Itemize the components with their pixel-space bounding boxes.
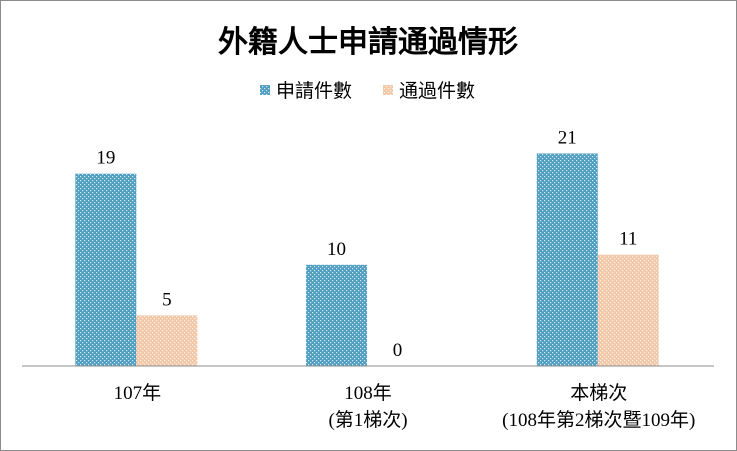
category-label-1-line-1: (第1梯次) — [328, 409, 407, 431]
legend-label-applications: 申請件數 — [276, 80, 352, 102]
category-label-2-line-1: (108年第2梯次暨109年) — [502, 409, 695, 431]
category-label-1-line-0: 108年 — [344, 382, 392, 404]
legend: 申請件數 通過件數 — [260, 80, 475, 102]
bars-layer — [75, 153, 659, 366]
legend-swatch-applications — [260, 85, 270, 95]
value-labels-layer: 19 5 10 0 21 11 — [96, 127, 637, 361]
legend-label-approvals: 通過件數 — [399, 80, 475, 102]
category-label-0-line-0: 107年 — [114, 382, 162, 404]
value-label-approvals-1: 0 — [393, 340, 403, 361]
value-label-applications-1: 10 — [327, 239, 346, 260]
bar-approvals-2 — [597, 254, 659, 366]
bar-applications-1 — [306, 264, 368, 366]
value-label-approvals-2: 11 — [619, 229, 637, 250]
category-label-2-line-0: 本梯次 — [570, 382, 627, 404]
bar-applications-2 — [536, 153, 598, 366]
legend-swatch-approvals — [383, 85, 393, 95]
chart-title: 外籍人士申請通過情形 — [218, 25, 518, 60]
value-label-applications-2: 21 — [558, 127, 577, 148]
category-labels-layer: 107年 108年 (第1梯次) 本梯次 (108年第2梯次暨109年) — [114, 382, 696, 431]
bar-applications-0 — [75, 173, 137, 366]
value-label-applications-0: 19 — [96, 148, 115, 169]
value-label-approvals-0: 5 — [162, 289, 172, 310]
bar-approvals-0 — [136, 315, 198, 366]
